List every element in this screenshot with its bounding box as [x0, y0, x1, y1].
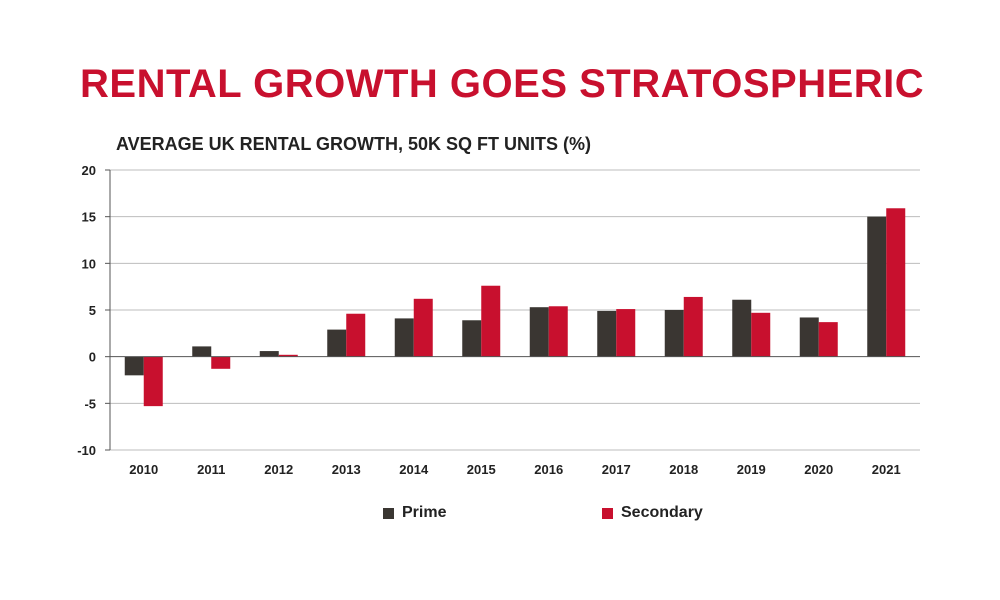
x-tick-label: 2012	[264, 462, 293, 477]
bar-prime-2019	[732, 299, 752, 357]
bar-prime-2020	[799, 317, 819, 357]
legend-item-prime: Prime	[383, 504, 446, 522]
y-tick-label: 5	[89, 303, 96, 318]
x-tick-label: 2016	[534, 462, 563, 477]
bar-secondary-2011	[211, 356, 231, 369]
x-axis-ticks: 2010 2011 2012 2013 2014 2015 2016 2017 2018 2019…	[129, 462, 900, 477]
x-tick-label: 2021	[872, 462, 901, 477]
bar-secondary-2021	[886, 208, 906, 357]
bar-prime-2010	[124, 356, 144, 376]
y-tick-label: 10	[82, 256, 96, 271]
bar-secondary-2010	[143, 356, 163, 407]
legend-swatch-secondary	[602, 507, 613, 519]
chart-title: AVERAGE UK RENTAL GROWTH, 50K SQ FT UNIT…	[116, 134, 592, 154]
x-tick-label: 2010	[129, 462, 158, 477]
x-tick-label: 2011	[197, 462, 225, 477]
bar-secondary-2018	[683, 296, 703, 357]
x-tick-label: 2019	[737, 462, 766, 477]
axes	[109, 170, 920, 450]
bar-secondary-2015	[481, 285, 501, 357]
bar-secondary-2020	[818, 322, 838, 357]
y-tick-label: 20	[82, 163, 96, 178]
bar-prime-2016	[529, 307, 549, 357]
x-tick-label: 2018	[669, 462, 698, 477]
bar-prime-2021	[867, 216, 887, 357]
x-tick-label: 2020	[804, 462, 833, 477]
x-tick-label: 2013	[332, 462, 361, 477]
bar-secondary-2013	[346, 313, 366, 357]
bar-prime-2014	[394, 318, 414, 357]
bar-prime-2011	[192, 346, 212, 357]
y-tick-label: -10	[77, 443, 96, 458]
bar-prime-2013	[327, 329, 347, 357]
bar-prime-2015	[462, 320, 482, 357]
bar-secondary-2019	[751, 312, 771, 357]
bar-secondary-2017	[616, 309, 636, 357]
legend-item-secondary: Secondary	[602, 504, 703, 522]
legend: Prime Secondary	[0, 504, 1000, 528]
y-tick-label: 15	[82, 210, 96, 225]
bars	[124, 208, 906, 407]
bar-prime-2012	[259, 351, 279, 357]
bar-secondary-2014	[413, 298, 433, 357]
legend-label-prime: Prime	[402, 504, 447, 521]
y-tick-label: 0	[89, 350, 96, 365]
bar-secondary-2016	[548, 306, 568, 357]
x-tick-label: 2015	[467, 462, 496, 477]
x-tick-label: 2017	[602, 462, 631, 477]
bar-secondary-2012	[278, 354, 298, 357]
legend-label-secondary: Secondary	[621, 504, 703, 521]
bar-prime-2017	[597, 310, 617, 357]
gridlines	[110, 169, 920, 451]
bar-prime-2018	[664, 310, 684, 357]
y-tick-label: -5	[84, 396, 96, 411]
y-axis-ticks: 20 15 10 5 0 -5 -10	[77, 163, 110, 458]
legend-swatch-prime	[383, 507, 394, 519]
page-title: RENTAL GROWTH GOES STRATOSPHERIC	[80, 62, 925, 106]
x-tick-label: 2014	[399, 462, 429, 477]
